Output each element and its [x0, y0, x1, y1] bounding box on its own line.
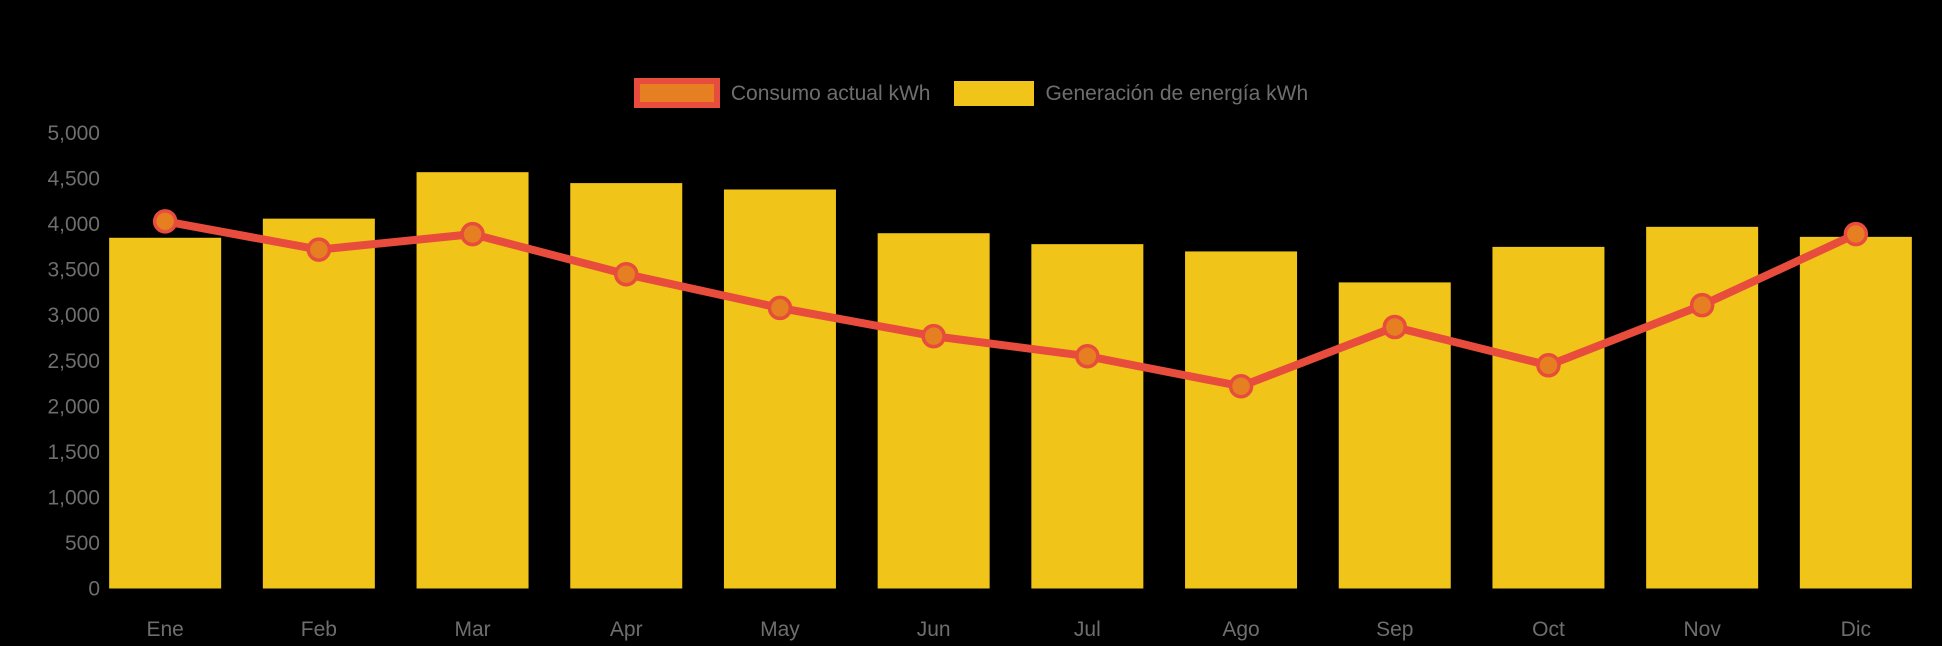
- chart-legend: Consumo actual kWh Generación de energía…: [0, 78, 1942, 108]
- line-point-ene[interactable]: [152, 209, 178, 234]
- x-axis-tick-label-oct: Oct: [1532, 618, 1565, 641]
- bar-ago[interactable]: [1185, 251, 1298, 589]
- y-axis-tick-label: 500: [65, 532, 100, 555]
- line-point-dic[interactable]: [1843, 221, 1869, 247]
- legend-item-consumo-actual[interactable]: Consumo actual kWh: [633, 78, 931, 108]
- legend-label-consumo: Consumo actual kWh: [730, 81, 931, 105]
- y-axis-tick-label: 4,500: [47, 168, 100, 191]
- legend-label-generacion: Generación de energía kWh: [1045, 81, 1309, 105]
- line-point-nov[interactable]: [1689, 292, 1715, 318]
- x-axis-tick-label-jul: Jul: [1074, 618, 1101, 641]
- line-point-apr[interactable]: [614, 261, 639, 287]
- bar-may[interactable]: [723, 189, 836, 589]
- line-point-sep[interactable]: [1382, 314, 1407, 340]
- y-axis-tick-label: 3,500: [47, 259, 100, 282]
- line-point-jun[interactable]: [921, 323, 946, 349]
- consumo-line-swatch-icon: [633, 78, 720, 108]
- x-axis-tick-label-mar: Mar: [454, 618, 490, 641]
- x-axis-tick-label-sep: Sep: [1376, 618, 1413, 641]
- y-axis-tick-label: 3,000: [47, 304, 100, 327]
- line-point-oct[interactable]: [1536, 353, 1561, 378]
- y-axis-tick-label: 2,000: [47, 395, 100, 418]
- bar-feb[interactable]: [262, 218, 375, 589]
- y-axis-tick-label: 5,000: [47, 122, 100, 145]
- line-point-may[interactable]: [767, 295, 793, 321]
- bar-dic[interactable]: [1799, 236, 1912, 589]
- line-point-feb[interactable]: [306, 237, 332, 262]
- line-point-mar[interactable]: [460, 221, 485, 247]
- y-axis-tick-label: 4,000: [47, 213, 100, 236]
- x-axis-tick-label-may: May: [760, 618, 800, 641]
- y-axis-tick-label: 2,500: [47, 350, 100, 373]
- consumo-line: [161, 217, 1860, 391]
- bar-oct[interactable]: [1492, 246, 1605, 589]
- bar-nov[interactable]: [1646, 226, 1759, 589]
- x-axis-tick-label-ene: Ene: [146, 618, 183, 641]
- bar-jul[interactable]: [1031, 244, 1144, 589]
- y-axis-tick-label: 1,000: [47, 486, 100, 509]
- line-point-jul[interactable]: [1075, 343, 1100, 369]
- x-axis-tick-label-apr: Apr: [610, 618, 643, 641]
- generacion-bar-swatch-icon: [954, 80, 1035, 106]
- x-axis-tick-label-nov: Nov: [1683, 618, 1721, 641]
- y-axis-tick-label: 0: [88, 578, 100, 601]
- y-axis-tick-label: 1,500: [47, 441, 100, 464]
- x-axis-tick-label-ago: Ago: [1222, 618, 1259, 641]
- bar-ene[interactable]: [109, 237, 222, 589]
- x-axis-tick-label-jun: Jun: [917, 618, 951, 641]
- x-axis-tick-label-feb: Feb: [301, 618, 337, 641]
- line-point-ago[interactable]: [1228, 374, 1254, 399]
- bar-jun[interactable]: [877, 233, 990, 589]
- x-axis-tick-label-dic: Dic: [1841, 618, 1871, 641]
- legend-item-generacion[interactable]: Generación de energía kWh: [954, 80, 1309, 106]
- bar-apr[interactable]: [570, 183, 683, 589]
